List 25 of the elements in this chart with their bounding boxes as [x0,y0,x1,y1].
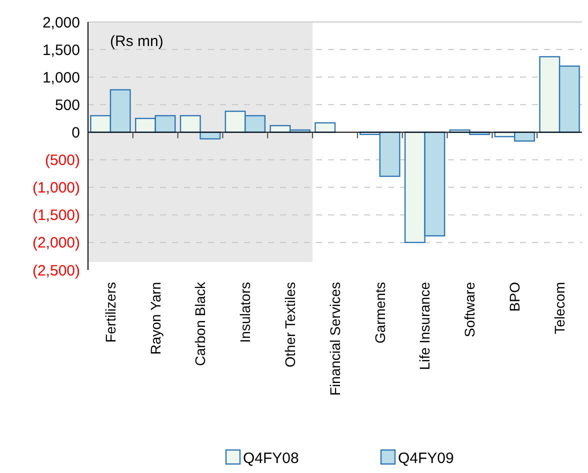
annotation: (Rs mn) [110,33,164,50]
x-tick-label: BPO [506,282,523,312]
x-tick-label: Carbon Black [192,281,208,366]
y-tick-label: 500 [54,96,80,114]
y-tick-label: 1,500 [42,42,80,59]
y-tick-label: (2,500) [32,262,80,280]
x-tick-label: Garments [372,282,388,344]
x-tick-label: Telecom [551,282,568,334]
y-tick-label: (500) [44,152,80,170]
x-tick-label: Insulators [237,282,254,343]
y-tick-label: (1,000) [32,180,80,197]
x-tick-label: Other Textiles [282,282,298,368]
x-tick-label: Software [462,282,478,338]
y-tick-label: 1,000 [42,69,80,86]
y-tick-label: (2,000) [32,234,80,252]
y-tick-label: 2,000 [42,14,80,32]
y-tick-label: 0 [72,124,80,142]
legend-label: Q4FY09 [398,450,454,467]
x-tick-label: Fertilizers [102,282,118,343]
legend-label: Q4FY08 [243,450,299,467]
x-tick-label: Financial Services [326,282,343,396]
x-tick-label: Life Insurance [416,282,433,370]
bar [314,122,336,133]
y-tick-label: (1,500) [32,207,80,224]
x-tick-label: Rayon Yarn [147,282,164,355]
